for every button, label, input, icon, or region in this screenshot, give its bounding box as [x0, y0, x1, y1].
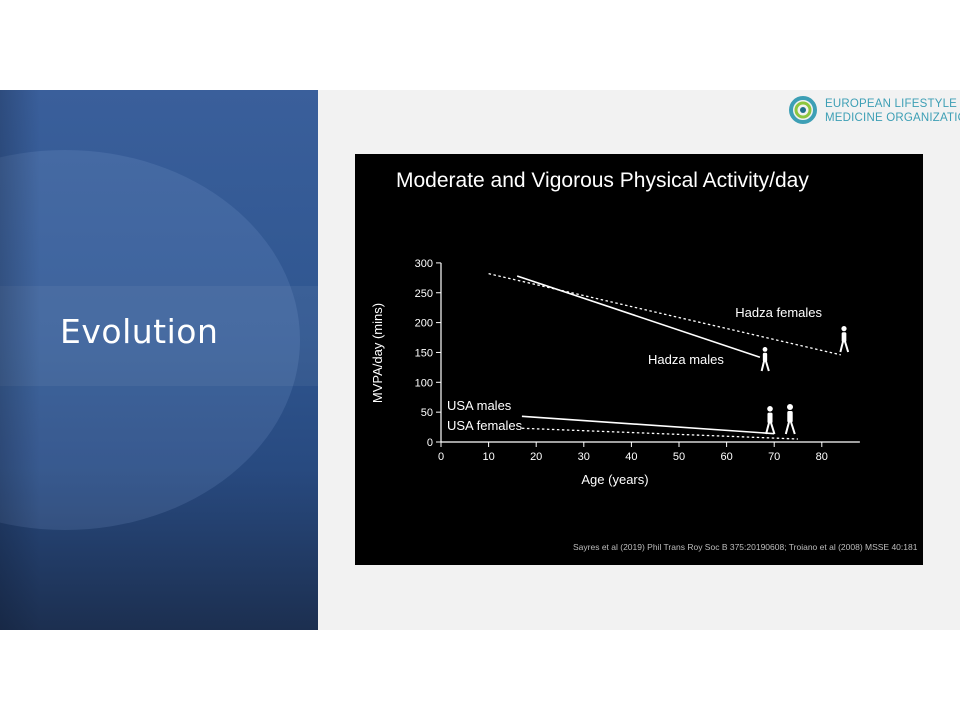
y-tick-label: 250 — [415, 288, 433, 300]
x-tick-label: 50 — [673, 451, 685, 463]
series-line-usa-males — [521, 415, 775, 435]
x-tick-label: 40 — [625, 451, 637, 463]
slide: Evolution EUROPEAN LIFESTYLE MEDICINE OR… — [0, 90, 960, 630]
logo-text-line1: EUROPEAN LIFESTYLE — [825, 98, 958, 110]
y-tick-label: 150 — [415, 347, 433, 359]
panel-band — [0, 286, 318, 386]
y-axis-label: MVPA/day (mins) — [370, 303, 385, 403]
x-axis-label: Age (years) — [581, 472, 648, 487]
panel-edge-shadow — [0, 90, 40, 630]
logo-text-line2: MEDICINE ORGANIZATION — [825, 112, 960, 124]
x-tick-label: 60 — [720, 451, 732, 463]
x-tick-label: 80 — [816, 451, 828, 463]
y-tick-label: 50 — [421, 407, 433, 419]
series-label-usa-females: USA females — [447, 418, 523, 433]
x-tick-label: 30 — [578, 451, 590, 463]
series-line-usa-females — [521, 427, 799, 440]
walking-person-icon — [784, 404, 796, 435]
chart-image: Moderate and Vigorous Physical Activity/… — [355, 154, 923, 565]
elmo-logo-icon — [789, 96, 817, 124]
x-tick-label: 20 — [530, 451, 542, 463]
elmo-logo: EUROPEAN LIFESTYLE MEDICINE ORGANIZATION — [788, 95, 960, 125]
y-tick-label: 300 — [415, 258, 433, 270]
walking-person-icon — [765, 406, 776, 435]
mvpa-chart: Moderate and Vigorous Physical Activity/… — [370, 169, 860, 487]
y-tick-label: 100 — [415, 377, 433, 389]
walking-person-icon — [760, 347, 770, 372]
slide-title: Evolution — [60, 312, 219, 351]
series-label-hadza-males: Hadza males — [648, 352, 724, 367]
standing-person-icon — [839, 326, 850, 353]
x-tick-label: 70 — [768, 451, 780, 463]
series-label-hadza-females: Hadza females — [735, 305, 822, 320]
x-tick-label: 10 — [482, 451, 494, 463]
y-tick-label: 200 — [415, 318, 433, 330]
series-label-usa-males: USA males — [447, 398, 512, 413]
y-tick-label: 0 — [427, 437, 433, 449]
source-citation: Sayres et al (2019) Phil Trans Roy Soc B… — [573, 542, 918, 552]
x-tick-label: 0 — [438, 451, 444, 463]
title-panel: Evolution — [0, 90, 318, 630]
chart-title: Moderate and Vigorous Physical Activity/… — [396, 169, 809, 192]
series-line-hadza-females — [488, 273, 841, 356]
